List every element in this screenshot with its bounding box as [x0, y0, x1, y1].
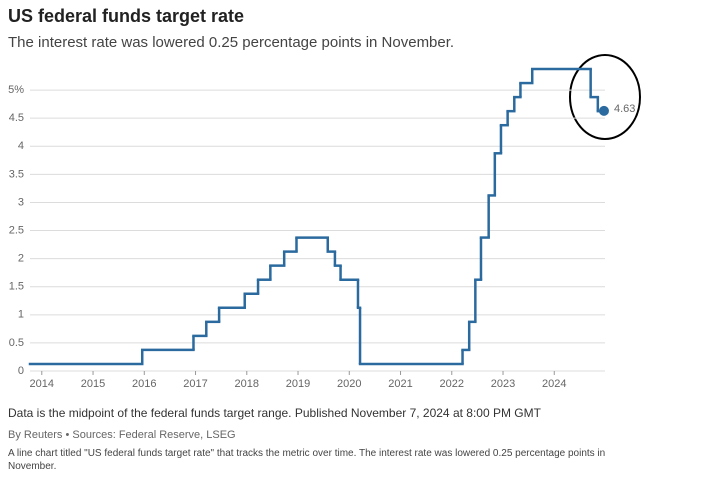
end-point — [598, 105, 609, 116]
description: A line chart titled "US federal funds ta… — [8, 448, 606, 472]
y-tick-label: 1.5 — [9, 281, 24, 293]
y-tick-label: 1 — [18, 309, 24, 321]
source: By Reuters • Sources: Federal Reserve, L… — [8, 429, 236, 441]
data-label: 4.63 — [614, 103, 635, 115]
x-tick-label: 2024 — [542, 378, 566, 390]
y-tick-label: 3.5 — [9, 168, 24, 180]
chart-subtitle: The interest rate was lowered 0.25 perce… — [8, 34, 455, 51]
y-tick-label: 5% — [8, 84, 24, 96]
x-tick-label: 2016 — [132, 378, 156, 390]
x-tick-label: 2014 — [30, 378, 54, 390]
y-tick-label: 0 — [18, 365, 24, 377]
x-tick-label: 2022 — [440, 378, 464, 390]
y-tick-label: 3 — [18, 196, 24, 208]
x-tick-label: 2021 — [388, 378, 412, 390]
y-tick-label: 4.5 — [9, 112, 24, 124]
y-tick-label: 2.5 — [9, 224, 24, 236]
x-tick-label: 2019 — [286, 378, 310, 390]
x-tick-label: 2015 — [81, 378, 105, 390]
x-tick-label: 2023 — [491, 378, 515, 390]
y-tick-label: 0.5 — [9, 337, 24, 349]
x-tick-label: 2017 — [183, 378, 207, 390]
chart-note: Data is the midpoint of the federal fund… — [8, 406, 541, 420]
y-tick-label: 2 — [18, 253, 24, 265]
x-tick-label: 2018 — [235, 378, 259, 390]
chart-title: US federal funds target rate — [8, 6, 245, 26]
y-tick-label: 4 — [18, 140, 24, 152]
highlight-circle — [569, 54, 641, 140]
x-tick-label: 2020 — [337, 378, 361, 390]
chart: 0 0.5 1 1.5 2 2.5 3 3.5 4 4.5 5% 2014 2015 2016 2017 20… — [8, 54, 641, 390]
